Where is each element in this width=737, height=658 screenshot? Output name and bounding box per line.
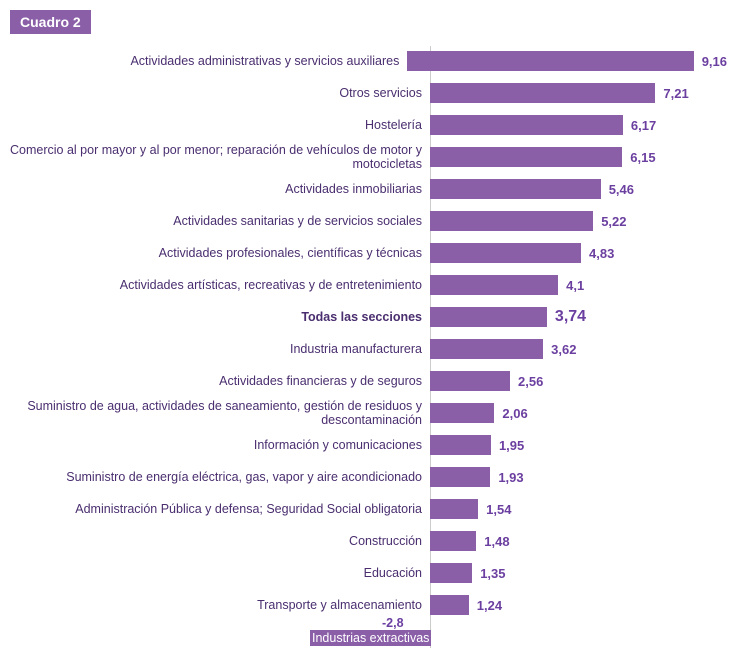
- bar-label: Otros servicios: [10, 86, 430, 100]
- bar-label: Actividades financieras y de seguros: [10, 374, 430, 388]
- bar: [430, 371, 510, 391]
- bar-value: 6,17: [631, 118, 656, 133]
- negative-row: -2,8 Industrias extractivas: [10, 622, 727, 648]
- bar-row: Industria manufacturera 3,62: [10, 334, 727, 364]
- bar-value: 6,15: [630, 150, 655, 165]
- bar-value: 1,24: [477, 598, 502, 613]
- bar-row: Actividades inmobiliarias 5,46: [10, 174, 727, 204]
- bar-zone: 4,83: [430, 238, 727, 268]
- bar-zone: 1,48: [430, 526, 727, 556]
- bar-row: Actividades profesionales, científicas y…: [10, 238, 727, 268]
- bar-zone: 1,35: [430, 558, 727, 588]
- bar-label: Suministro de energía eléctrica, gas, va…: [10, 470, 430, 484]
- bar-value: 1,95: [499, 438, 524, 453]
- bar-rows-container: Actividades administrativas y servicios …: [10, 46, 727, 620]
- bar-label: Suministro de agua, actividades de sanea…: [10, 399, 430, 428]
- bar-value: 1,93: [498, 470, 523, 485]
- bar-row: Actividades financieras y de seguros 2,56: [10, 366, 727, 396]
- bar-zone: 7,21: [430, 78, 727, 108]
- bar-zone: 5,46: [430, 174, 727, 204]
- bar-zone: 1,93: [430, 462, 727, 492]
- bar-row: Información y comunicaciones 1,95: [10, 430, 727, 460]
- bar-zone: 2,06: [430, 398, 727, 428]
- bar: [430, 115, 623, 135]
- bar-label: Actividades profesionales, científicas y…: [10, 246, 430, 260]
- bar-value: 5,22: [601, 214, 626, 229]
- bar: [430, 83, 655, 103]
- bar-zone: 6,17: [430, 110, 727, 140]
- bar-row: Construcción 1,48: [10, 526, 727, 556]
- bar-value: 9,16: [702, 54, 727, 69]
- bar-label: Actividades administrativas y servicios …: [10, 54, 407, 68]
- bar-row: Comercio al por mayor y al por menor; re…: [10, 142, 727, 172]
- bar: [430, 563, 472, 583]
- bar-label: Educación: [10, 566, 430, 580]
- bar: [430, 307, 547, 327]
- bar-label: Actividades inmobiliarias: [10, 182, 430, 196]
- negative-label: Industrias extractivas: [310, 630, 431, 646]
- bar-value: 3,74: [555, 308, 586, 326]
- bar-zone: 3,62: [430, 334, 727, 364]
- bar-label: Actividades sanitarias y de servicios so…: [10, 214, 430, 228]
- bar: [430, 179, 601, 199]
- bar-value: 1,35: [480, 566, 505, 581]
- bar-row: Todas las secciones 3,74: [10, 302, 727, 332]
- bar: [430, 435, 491, 455]
- bar: [430, 243, 581, 263]
- bar-value: 1,54: [486, 502, 511, 517]
- bar-row: Otros servicios 7,21: [10, 78, 727, 108]
- negative-label-text: Industrias extractivas: [312, 631, 429, 645]
- bar-row: Suministro de energía eléctrica, gas, va…: [10, 462, 727, 492]
- bar: [430, 275, 558, 295]
- bar: [430, 467, 490, 487]
- bar: [430, 147, 622, 167]
- bar-zone: 1,54: [430, 494, 727, 524]
- bar-label: Transporte y almacenamiento: [10, 598, 430, 612]
- bar-row: Actividades sanitarias y de servicios so…: [10, 206, 727, 236]
- bar-label: Información y comunicaciones: [10, 438, 430, 452]
- bar-label: Hostelería: [10, 118, 430, 132]
- bar-row: Suministro de agua, actividades de sanea…: [10, 398, 727, 428]
- bar: [407, 51, 693, 71]
- bar-label: Todas las secciones: [10, 310, 430, 324]
- bar-value: 7,21: [663, 86, 688, 101]
- bar-row: Actividades artísticas, recreativas y de…: [10, 270, 727, 300]
- bar-zone: 1,95: [430, 430, 727, 460]
- bar-zone: 9,16: [407, 46, 727, 76]
- bar: [430, 499, 478, 519]
- bar: [430, 339, 543, 359]
- bar-zone: 6,15: [430, 142, 727, 172]
- bar-value: 3,62: [551, 342, 576, 357]
- bar: [430, 403, 494, 423]
- negative-value: -2,8: [382, 616, 404, 630]
- bar-zone: 1,24: [430, 590, 727, 620]
- bar-row: Actividades administrativas y servicios …: [10, 46, 727, 76]
- bar-label: Administración Pública y defensa; Seguri…: [10, 502, 430, 516]
- bar: [430, 531, 476, 551]
- bar-label: Comercio al por mayor y al por menor; re…: [10, 143, 430, 172]
- bar-label: Construcción: [10, 534, 430, 548]
- bar-label: Industria manufacturera: [10, 342, 430, 356]
- bar-zone: 4,1: [430, 270, 727, 300]
- bar-row: Administración Pública y defensa; Seguri…: [10, 494, 727, 524]
- bar-value: 4,1: [566, 278, 584, 293]
- bar-row: Hostelería 6,17: [10, 110, 727, 140]
- bar-value: 5,46: [609, 182, 634, 197]
- chart-title-badge: Cuadro 2: [10, 10, 91, 34]
- bar-label: Actividades artísticas, recreativas y de…: [10, 278, 430, 292]
- bar-chart: Actividades administrativas y servicios …: [10, 46, 727, 648]
- bar-value: 2,06: [502, 406, 527, 421]
- bar-row: Transporte y almacenamiento 1,24: [10, 590, 727, 620]
- bar-zone: 2,56: [430, 366, 727, 396]
- bar-zone: 3,74: [430, 302, 727, 332]
- bar: [430, 211, 593, 231]
- bar-value: 4,83: [589, 246, 614, 261]
- bar-zone: 5,22: [430, 206, 727, 236]
- bar: [430, 595, 469, 615]
- bar-row: Educación 1,35: [10, 558, 727, 588]
- bar-value: 2,56: [518, 374, 543, 389]
- bar-value: 1,48: [484, 534, 509, 549]
